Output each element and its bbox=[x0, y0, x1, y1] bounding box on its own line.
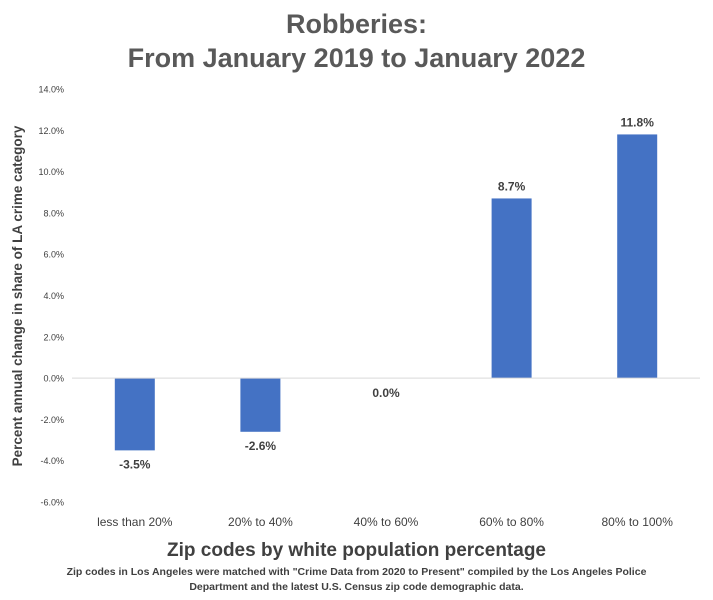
data-label: 11.8% bbox=[621, 115, 655, 129]
source-note-line-1: Zip codes in Los Angeles were matched wi… bbox=[66, 566, 647, 578]
x-tick-label: 80% to 100% bbox=[602, 515, 674, 529]
bar-3 bbox=[491, 198, 532, 379]
bar-4 bbox=[617, 134, 658, 379]
y-tick-label: -2.0% bbox=[40, 415, 64, 425]
y-tick-label: 6.0% bbox=[43, 250, 64, 260]
y-tick-label: -4.0% bbox=[40, 456, 64, 466]
data-label: -2.6% bbox=[245, 439, 277, 453]
source-note-line-2: Department and the latest U.S. Census zi… bbox=[189, 581, 524, 593]
y-tick-label: 0.0% bbox=[43, 374, 64, 384]
y-tick-label: -6.0% bbox=[40, 498, 64, 508]
chart-title-line-2: From January 2019 to January 2022 bbox=[127, 43, 586, 73]
data-label: -3.5% bbox=[119, 457, 151, 471]
y-tick-label: 14.0% bbox=[38, 85, 64, 95]
chart-title-line-1: Robberies: bbox=[285, 9, 428, 39]
bar-0 bbox=[114, 378, 155, 451]
bar-1 bbox=[240, 378, 281, 432]
x-tick-label: 20% to 40% bbox=[228, 515, 293, 529]
y-tick-label: 8.0% bbox=[43, 208, 64, 218]
x-tick-label: less than 20% bbox=[97, 515, 173, 529]
data-label: 8.7% bbox=[498, 179, 526, 193]
y-axis-title: Percent annual change in share of LA cri… bbox=[10, 125, 25, 466]
x-axis-title: Zip codes by white population percentage bbox=[167, 540, 546, 561]
y-tick-label: 12.0% bbox=[38, 126, 64, 136]
y-tick-label: 10.0% bbox=[38, 167, 64, 177]
x-tick-label: 40% to 60% bbox=[354, 515, 419, 529]
y-tick-label: 2.0% bbox=[43, 332, 64, 342]
data-label: 0.0% bbox=[372, 386, 400, 400]
y-tick-label: 4.0% bbox=[43, 291, 64, 301]
x-tick-label: 60% to 80% bbox=[479, 515, 544, 529]
